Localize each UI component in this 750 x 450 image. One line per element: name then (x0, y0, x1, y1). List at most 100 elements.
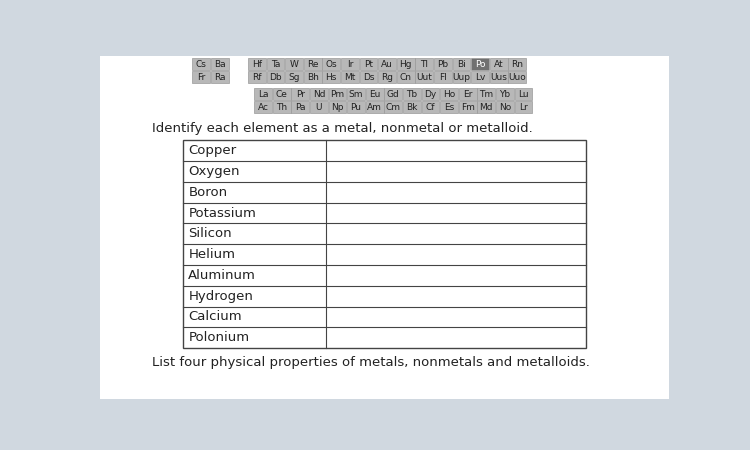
Bar (291, 88, 309, 100)
Bar (359, 58, 377, 70)
Bar (322, 58, 340, 70)
Bar (273, 101, 290, 113)
Text: Md: Md (479, 103, 493, 112)
Text: Db: Db (269, 72, 282, 81)
Bar (416, 58, 434, 70)
Text: La: La (258, 90, 268, 99)
Bar (273, 88, 290, 100)
Text: Lv: Lv (475, 72, 485, 81)
Text: Re: Re (307, 59, 319, 68)
Text: Fm: Fm (460, 103, 475, 112)
Text: Uup: Uup (452, 72, 470, 81)
Text: Pa: Pa (295, 103, 305, 112)
Text: Bi: Bi (457, 59, 466, 68)
Text: Ra: Ra (214, 72, 226, 81)
Text: Mt: Mt (344, 72, 355, 81)
Text: No: No (499, 103, 511, 112)
Bar (378, 71, 396, 83)
Text: Ta: Ta (271, 59, 280, 68)
Bar (328, 88, 346, 100)
Bar (322, 71, 340, 83)
Text: At: At (494, 59, 503, 68)
Bar (328, 101, 346, 113)
Bar (477, 88, 495, 100)
Bar (422, 101, 440, 113)
Text: Ce: Ce (276, 90, 288, 99)
Bar (514, 88, 532, 100)
Text: Hg: Hg (400, 59, 412, 68)
Text: Pm: Pm (331, 90, 344, 99)
Text: Eu: Eu (369, 90, 380, 99)
Bar (403, 101, 421, 113)
Bar (310, 101, 328, 113)
Text: Uus: Uus (490, 72, 507, 81)
Bar (459, 88, 476, 100)
Bar (347, 88, 365, 100)
Bar (490, 58, 508, 70)
Bar (304, 58, 322, 70)
Text: Aluminum: Aluminum (188, 269, 256, 282)
Text: Bh: Bh (307, 72, 319, 81)
Bar (266, 71, 284, 83)
Bar (459, 101, 476, 113)
Bar (403, 88, 421, 100)
Bar (477, 101, 495, 113)
Text: Cm: Cm (386, 103, 400, 112)
Bar (183, 140, 586, 348)
Text: Rf: Rf (252, 72, 262, 81)
Bar (211, 58, 229, 70)
Text: Er: Er (463, 90, 472, 99)
Text: Am: Am (368, 103, 382, 112)
Bar (378, 58, 396, 70)
Bar (304, 71, 322, 83)
Text: Boron: Boron (188, 186, 227, 199)
Text: Sm: Sm (349, 90, 363, 99)
Bar (471, 58, 489, 70)
Text: Th: Th (276, 103, 287, 112)
Text: Ac: Ac (257, 103, 268, 112)
Bar (285, 58, 303, 70)
Bar (341, 71, 358, 83)
Text: Cs: Cs (196, 59, 206, 68)
Text: Au: Au (381, 59, 393, 68)
Bar (416, 71, 434, 83)
Text: Uuo: Uuo (509, 72, 526, 81)
Text: Cn: Cn (400, 72, 412, 81)
Text: Fr: Fr (197, 72, 206, 81)
Text: Polonium: Polonium (188, 331, 250, 344)
Text: Po: Po (475, 59, 485, 68)
Bar (310, 88, 328, 100)
Text: Nd: Nd (313, 90, 326, 99)
Text: Tb: Tb (406, 90, 418, 99)
Bar (434, 71, 451, 83)
Text: Identify each element as a metal, nonmetal or metalloid.: Identify each element as a metal, nonmet… (152, 122, 532, 135)
Bar (347, 101, 365, 113)
Bar (452, 71, 470, 83)
Text: Os: Os (326, 59, 337, 68)
Bar (359, 71, 377, 83)
Text: Calcium: Calcium (188, 310, 242, 324)
Bar (248, 71, 266, 83)
Text: Lr: Lr (519, 103, 528, 112)
Text: Gd: Gd (387, 90, 400, 99)
Bar (192, 71, 210, 83)
Bar (285, 71, 303, 83)
Bar (452, 58, 470, 70)
Bar (192, 58, 210, 70)
Bar (440, 88, 458, 100)
Bar (509, 71, 526, 83)
Bar (341, 58, 358, 70)
Bar (291, 101, 309, 113)
Bar (384, 101, 402, 113)
Bar (366, 101, 383, 113)
Text: Ba: Ba (214, 59, 226, 68)
Bar (397, 58, 415, 70)
Text: Ds: Ds (363, 72, 374, 81)
Text: Ho: Ho (443, 90, 455, 99)
Text: Tm: Tm (479, 90, 494, 99)
Text: Cf: Cf (426, 103, 435, 112)
Bar (254, 101, 272, 113)
Bar (254, 88, 272, 100)
Text: Bk: Bk (406, 103, 418, 112)
Text: Pu: Pu (350, 103, 361, 112)
